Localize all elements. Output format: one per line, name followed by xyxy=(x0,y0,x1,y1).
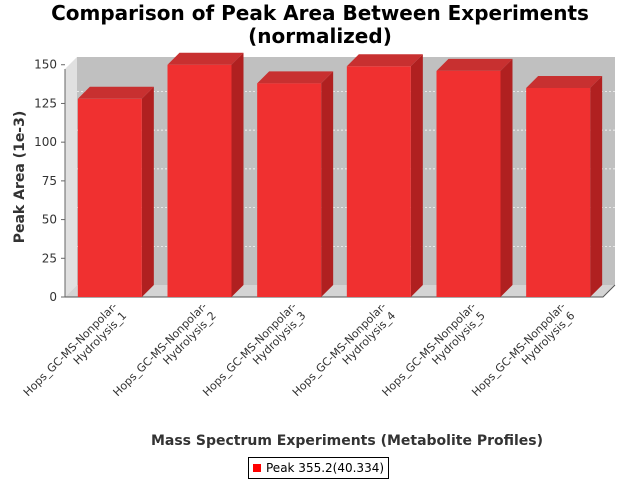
bar-top xyxy=(77,86,154,99)
y-tick-label: 100 xyxy=(34,135,57,149)
plot-background xyxy=(65,57,616,298)
bar xyxy=(257,83,322,298)
bar-side xyxy=(321,71,334,298)
bar-top xyxy=(436,58,513,71)
bar-side xyxy=(590,75,603,297)
bar xyxy=(526,87,591,297)
bar-top xyxy=(167,52,244,65)
bar-side xyxy=(410,54,423,298)
x-tick-labels: Hops_GC-MS-Nonpolar-Hydrolysis_1Hops_GC-… xyxy=(21,300,578,399)
plot-left-wall xyxy=(65,57,77,297)
legend-label: Peak 355.2(40.334) xyxy=(266,461,385,475)
y-tick-label: 50 xyxy=(42,213,57,227)
plot-back-wall xyxy=(77,57,615,285)
bar-top xyxy=(346,54,423,67)
chart-title-line-2: (normalized) xyxy=(248,24,392,48)
bar-side xyxy=(231,52,244,297)
chart-title-line-1: Comparison of Peak Area Between Experime… xyxy=(51,1,589,25)
y-axis-label: Peak Area (1e-3) xyxy=(12,111,28,244)
bars xyxy=(77,52,603,298)
y-tick-label: 0 xyxy=(49,290,57,304)
chart-title: Comparison of Peak Area Between Experime… xyxy=(0,2,640,48)
bar-top xyxy=(257,71,334,84)
legend-swatch xyxy=(253,464,261,472)
bar xyxy=(167,64,232,297)
y-tick-label: 75 xyxy=(42,174,57,188)
bar xyxy=(346,66,411,298)
y-tick-label: 150 xyxy=(34,58,57,72)
bar-top xyxy=(526,75,603,88)
grid-lines xyxy=(77,52,615,247)
x-axis-line xyxy=(65,284,616,298)
bar-side xyxy=(500,58,513,297)
bar xyxy=(77,98,142,297)
y-axis: 0 25 50 75 100 125 150 xyxy=(34,58,66,304)
y-tick-label: 125 xyxy=(34,96,57,110)
x-axis-label: Mass Spectrum Experiments (Metabolite Pr… xyxy=(151,433,543,449)
y-tick-label: 25 xyxy=(42,251,57,265)
bar xyxy=(436,70,501,297)
bar-side xyxy=(141,86,154,297)
legend: Peak 355.2(40.334) xyxy=(248,457,390,479)
